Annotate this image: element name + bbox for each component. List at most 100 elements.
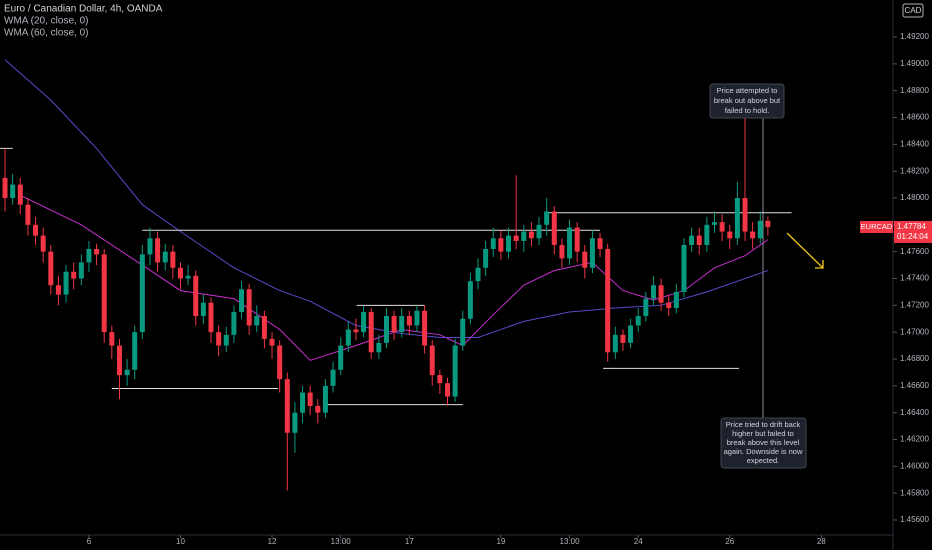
candle-body xyxy=(10,184,16,199)
candle-body xyxy=(170,251,176,268)
candle-body xyxy=(300,392,306,413)
candle-body xyxy=(147,238,153,255)
candle-body xyxy=(124,369,130,376)
candle-body xyxy=(40,235,46,252)
annotation-line: Price attempted to xyxy=(717,86,778,95)
candle-body xyxy=(55,285,61,295)
candle-body xyxy=(94,248,100,255)
candle-body xyxy=(643,298,649,317)
y-tick-label: 1.45600 xyxy=(900,515,929,524)
candle-body xyxy=(467,281,473,319)
candle-body xyxy=(704,224,710,245)
candle-body xyxy=(86,248,92,263)
arrow-head xyxy=(815,260,824,269)
candle-body xyxy=(284,379,290,433)
y-tick-label: 1.46800 xyxy=(900,354,929,363)
candle-body xyxy=(322,385,328,413)
currency-label: CAD xyxy=(905,6,922,15)
candle-body xyxy=(101,254,107,333)
annotation-line: expected. xyxy=(747,456,780,465)
candle-body xyxy=(48,251,54,286)
candle-body xyxy=(765,220,771,227)
price-label: 1.47784 xyxy=(897,222,926,231)
candle-body xyxy=(696,235,702,245)
candle-body xyxy=(742,198,748,232)
price-tag xyxy=(894,220,932,243)
candle-body xyxy=(559,244,565,259)
candle-body xyxy=(475,267,481,282)
candle-body xyxy=(391,316,397,333)
annotation-box: Price attempted to break out above but f… xyxy=(709,83,785,119)
legend: Euro / Canadian Dollar, 4h, OANDA WMA (2… xyxy=(4,4,163,39)
candle-body xyxy=(429,345,435,376)
x-tick-label: 17 xyxy=(405,537,414,546)
arrow-shaft xyxy=(786,232,824,269)
y-tick-label: 1.48600 xyxy=(900,113,929,122)
candle-body xyxy=(689,235,695,245)
candle-body xyxy=(368,312,374,353)
x-tick-label: 6 xyxy=(87,537,92,546)
candle-body xyxy=(239,289,245,313)
candle-body xyxy=(177,267,183,279)
candle-body xyxy=(307,392,313,406)
candle-body xyxy=(666,302,672,309)
annotation-line: break above this level xyxy=(727,438,800,447)
candle-body xyxy=(528,231,534,239)
annotation-line: again. Downside is now xyxy=(724,447,803,456)
candle-body xyxy=(361,312,367,333)
candle-body xyxy=(650,285,656,299)
indicator-line xyxy=(4,59,769,338)
candle-body xyxy=(406,316,412,326)
candle-body xyxy=(139,254,145,333)
candle-body xyxy=(25,204,31,225)
candle-body xyxy=(414,310,420,326)
candle-body xyxy=(750,231,756,239)
candle-body xyxy=(261,316,267,339)
candle-body xyxy=(612,334,618,353)
annotation-line: higher but failed to xyxy=(732,429,794,438)
candle-body xyxy=(719,222,725,232)
candle-body xyxy=(345,329,351,346)
candle-body xyxy=(246,289,252,326)
candle-body xyxy=(422,310,428,346)
candle-body xyxy=(109,332,115,346)
candle-body xyxy=(63,271,69,295)
currency-badge xyxy=(902,3,924,18)
candle-body xyxy=(544,211,550,225)
x-tick-label: 13:00 xyxy=(331,537,352,546)
candle-body xyxy=(78,262,84,279)
candle-body xyxy=(185,275,191,279)
legend-entry: WMA (60, close, 0) xyxy=(4,28,88,39)
candle-body xyxy=(574,227,580,252)
legend-entry: WMA (20, close, 0) xyxy=(4,16,88,27)
y-tick-label: 1.47600 xyxy=(900,247,929,256)
candle-body xyxy=(506,235,512,252)
candle-body xyxy=(208,302,214,333)
candle-body xyxy=(635,316,641,326)
candle-body xyxy=(727,231,733,239)
candle-body xyxy=(315,405,321,413)
candle-body xyxy=(597,238,603,249)
y-tick-label: 1.48800 xyxy=(900,86,929,95)
annotation-box: Price tried to drift back higher but fai… xyxy=(720,417,807,469)
chart-title: Euro / Canadian Dollar, 4h, OANDA xyxy=(4,4,163,15)
candle-body xyxy=(658,285,664,303)
candle-body xyxy=(231,312,237,335)
candle-body xyxy=(383,316,389,343)
candle-body xyxy=(521,231,527,241)
plot xyxy=(0,59,792,491)
annotation-line: failed to hold. xyxy=(725,106,770,115)
candle-body xyxy=(681,244,687,292)
y-tick-label: 1.46000 xyxy=(900,461,929,470)
candle-body xyxy=(452,345,458,397)
candle-body xyxy=(338,345,344,370)
candle-body xyxy=(734,198,740,239)
candle-body xyxy=(223,334,229,346)
y-tick-label: 1.49200 xyxy=(900,32,929,41)
candle-body xyxy=(200,302,206,317)
annotation-frame xyxy=(709,83,785,119)
candle-body xyxy=(589,238,595,268)
candle-body xyxy=(536,224,542,239)
x-tick-label: 12 xyxy=(268,537,277,546)
